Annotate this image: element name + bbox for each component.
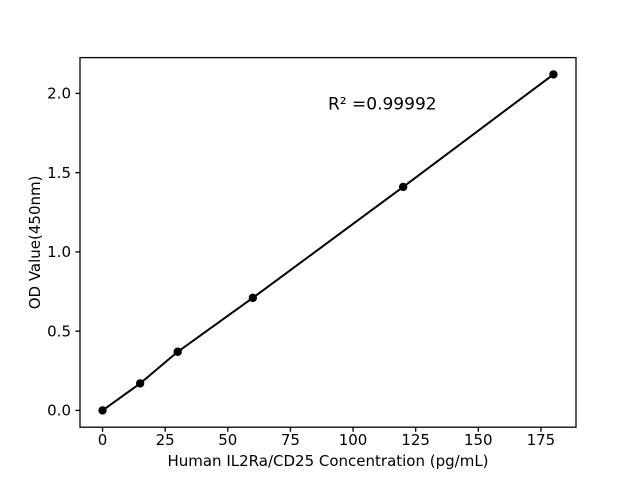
series-line [101, 73, 555, 412]
x-tick-label: 150 [464, 431, 493, 449]
y-tick-label: 2.0 [47, 85, 71, 103]
x-tick-label: 125 [401, 431, 430, 449]
y-tick-label: 1.0 [47, 243, 71, 261]
x-tick-label: 25 [156, 431, 175, 449]
x-tick-label: 175 [527, 431, 556, 449]
y-tick-label: 1.5 [47, 164, 71, 182]
x-axis-label: Human IL2Ra/CD25 Concentration (pg/mL) [167, 452, 488, 470]
axes-spines [79, 56, 577, 428]
data-point-marker [398, 182, 408, 192]
data-point-marker [135, 379, 145, 388]
data-point-marker [173, 347, 182, 356]
x-tick-label: 75 [281, 431, 300, 449]
x-tick-label: 0 [98, 431, 108, 449]
r-squared-annotation: R² =0.99992 [328, 94, 437, 114]
x-tick-label: 50 [218, 431, 237, 449]
data-point-marker [248, 293, 258, 303]
data-point-marker [98, 406, 107, 415]
x-tick-label: 100 [339, 431, 368, 449]
y-tick-label: 0.5 [47, 322, 71, 340]
y-axis-label: OD Value(450nm) [26, 176, 44, 310]
data-point-marker [549, 70, 558, 79]
y-tick-label: 0.0 [47, 402, 71, 420]
